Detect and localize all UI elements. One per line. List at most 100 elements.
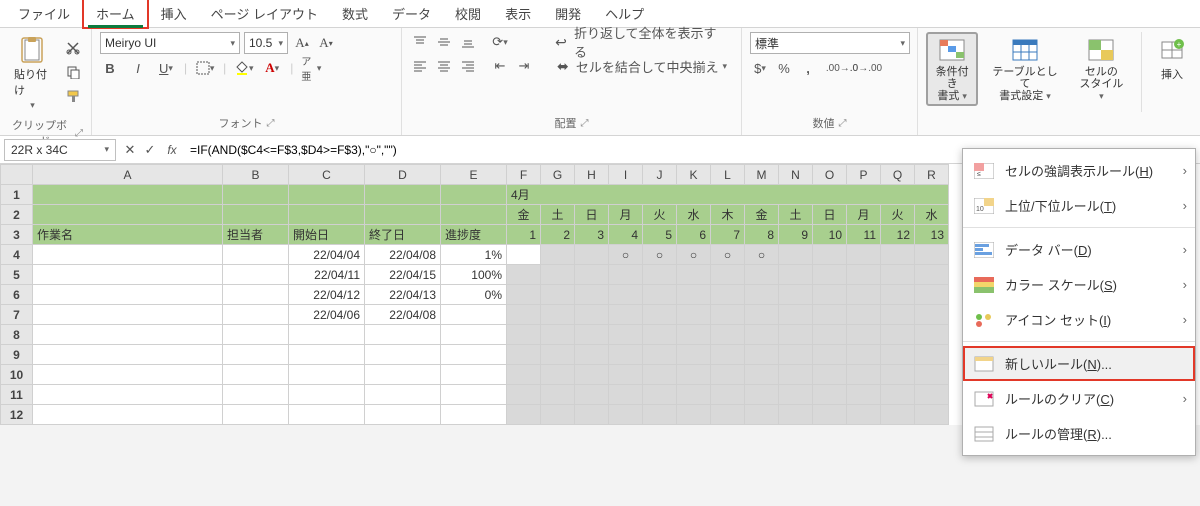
gantt-cell[interactable]: [813, 365, 847, 385]
cell[interactable]: [223, 245, 289, 265]
gantt-cell[interactable]: [881, 385, 915, 405]
gantt-cell[interactable]: [711, 265, 745, 285]
indent-increase-button[interactable]: ⇥: [514, 56, 534, 76]
cell[interactable]: [223, 265, 289, 285]
gantt-cell[interactable]: [711, 385, 745, 405]
gantt-cell[interactable]: [643, 325, 677, 345]
gantt-cell[interactable]: [609, 345, 643, 365]
font-name-combo[interactable]: Meiryo UI▾: [100, 32, 240, 54]
gantt-cell[interactable]: [575, 385, 609, 405]
dialog-launcher-icon[interactable]: ⤢: [839, 118, 847, 129]
gantt-cell[interactable]: [813, 245, 847, 265]
gantt-cell[interactable]: [575, 345, 609, 365]
gantt-cell[interactable]: [643, 385, 677, 405]
col-head-R[interactable]: R: [915, 165, 949, 185]
comma-format-button[interactable]: ,: [798, 58, 818, 78]
gantt-cell[interactable]: [609, 385, 643, 405]
percent-format-button[interactable]: %: [774, 58, 794, 78]
gantt-cell[interactable]: [847, 405, 881, 425]
gantt-cell[interactable]: [779, 345, 813, 365]
gantt-cell[interactable]: [609, 365, 643, 385]
col-head-J[interactable]: J: [643, 165, 677, 185]
cell[interactable]: 22/04/06: [289, 305, 365, 325]
gantt-cell[interactable]: [711, 365, 745, 385]
paste-button[interactable]: 貼り付け ▾: [8, 32, 57, 115]
gantt-cell[interactable]: [745, 285, 779, 305]
col-head-I[interactable]: I: [609, 165, 643, 185]
gantt-cell[interactable]: [541, 325, 575, 345]
align-bottom-button[interactable]: [458, 32, 478, 52]
gantt-cell[interactable]: [609, 285, 643, 305]
row-head-9[interactable]: 9: [1, 345, 33, 365]
gantt-cell[interactable]: [575, 265, 609, 285]
gantt-cell[interactable]: [609, 305, 643, 325]
gantt-cell[interactable]: [847, 285, 881, 305]
select-all-corner[interactable]: [1, 165, 33, 185]
gantt-cell[interactable]: [507, 245, 541, 265]
cf-manage-rules[interactable]: ルールの管理(R)...: [963, 416, 1195, 451]
cut-button[interactable]: [63, 38, 83, 58]
gantt-cell[interactable]: [541, 265, 575, 285]
col-head-F[interactable]: F: [507, 165, 541, 185]
cell[interactable]: 22/04/12: [289, 285, 365, 305]
col-head-C[interactable]: C: [289, 165, 365, 185]
gantt-cell[interactable]: [847, 385, 881, 405]
gantt-cell[interactable]: ○: [609, 245, 643, 265]
gantt-cell[interactable]: [881, 365, 915, 385]
cell[interactable]: [33, 305, 223, 325]
tab-file[interactable]: ファイル: [6, 0, 82, 27]
indent-decrease-button[interactable]: ⇤: [490, 56, 510, 76]
tab-pagelayout[interactable]: ページ レイアウト: [199, 0, 330, 27]
gantt-cell[interactable]: [677, 325, 711, 345]
gantt-cell[interactable]: [711, 285, 745, 305]
cf-clear-rules[interactable]: ルールのクリア(C)›: [963, 381, 1195, 416]
gantt-cell[interactable]: [609, 265, 643, 285]
gantt-cell[interactable]: [541, 285, 575, 305]
tab-review[interactable]: 校閲: [443, 0, 493, 27]
tab-insert[interactable]: 挿入: [149, 0, 199, 27]
gantt-cell[interactable]: [915, 325, 949, 345]
gantt-cell[interactable]: [643, 405, 677, 425]
gantt-cell[interactable]: [711, 325, 745, 345]
gantt-cell[interactable]: [779, 325, 813, 345]
gantt-cell[interactable]: [643, 305, 677, 325]
gantt-cell[interactable]: [541, 405, 575, 425]
gantt-cell[interactable]: [677, 285, 711, 305]
cell[interactable]: 22/04/15: [365, 265, 441, 285]
dialog-launcher-icon[interactable]: ⤢: [75, 128, 83, 139]
gantt-cell[interactable]: [507, 345, 541, 365]
row-head-12[interactable]: 12: [1, 405, 33, 425]
gantt-cell[interactable]: [575, 285, 609, 305]
gantt-cell[interactable]: [643, 265, 677, 285]
wrap-text-button[interactable]: ↩ 折り返して全体を表示する: [548, 32, 733, 52]
gantt-cell[interactable]: [711, 405, 745, 425]
gantt-cell[interactable]: [881, 305, 915, 325]
dialog-launcher-icon[interactable]: ⤢: [267, 118, 275, 129]
increase-font-button[interactable]: A▴: [292, 33, 312, 53]
col-head-D[interactable]: D: [365, 165, 441, 185]
cf-highlight-rules[interactable]: ≤ セルの強調表示ルール(H)›: [963, 153, 1195, 188]
col-head-L[interactable]: L: [711, 165, 745, 185]
border-button[interactable]: ▾: [195, 58, 215, 78]
gantt-cell[interactable]: [779, 245, 813, 265]
cell-styles-button[interactable]: セルのスタイル ▾: [1072, 32, 1131, 106]
orientation-button[interactable]: ⟳▾: [490, 32, 510, 52]
row-head-5[interactable]: 5: [1, 265, 33, 285]
cell[interactable]: [33, 245, 223, 265]
conditional-format-button[interactable]: 条件付き書式 ▾: [926, 32, 978, 106]
decrease-decimal-button[interactable]: .0→.00: [856, 58, 876, 78]
gantt-cell[interactable]: [745, 405, 779, 425]
col-head-M[interactable]: M: [745, 165, 779, 185]
gantt-cell[interactable]: [541, 345, 575, 365]
font-size-combo[interactable]: 10.5▾: [244, 32, 288, 54]
gantt-cell[interactable]: [813, 405, 847, 425]
tab-home[interactable]: ホーム: [82, 0, 149, 29]
gantt-cell[interactable]: [609, 325, 643, 345]
cf-data-bars[interactable]: データ バー(D)›: [963, 232, 1195, 267]
cf-color-scales[interactable]: カラー スケール(S)›: [963, 267, 1195, 302]
gantt-cell[interactable]: [881, 405, 915, 425]
cell[interactable]: [223, 285, 289, 305]
gantt-cell[interactable]: [575, 305, 609, 325]
align-middle-button[interactable]: [434, 32, 454, 52]
gantt-cell[interactable]: [745, 365, 779, 385]
